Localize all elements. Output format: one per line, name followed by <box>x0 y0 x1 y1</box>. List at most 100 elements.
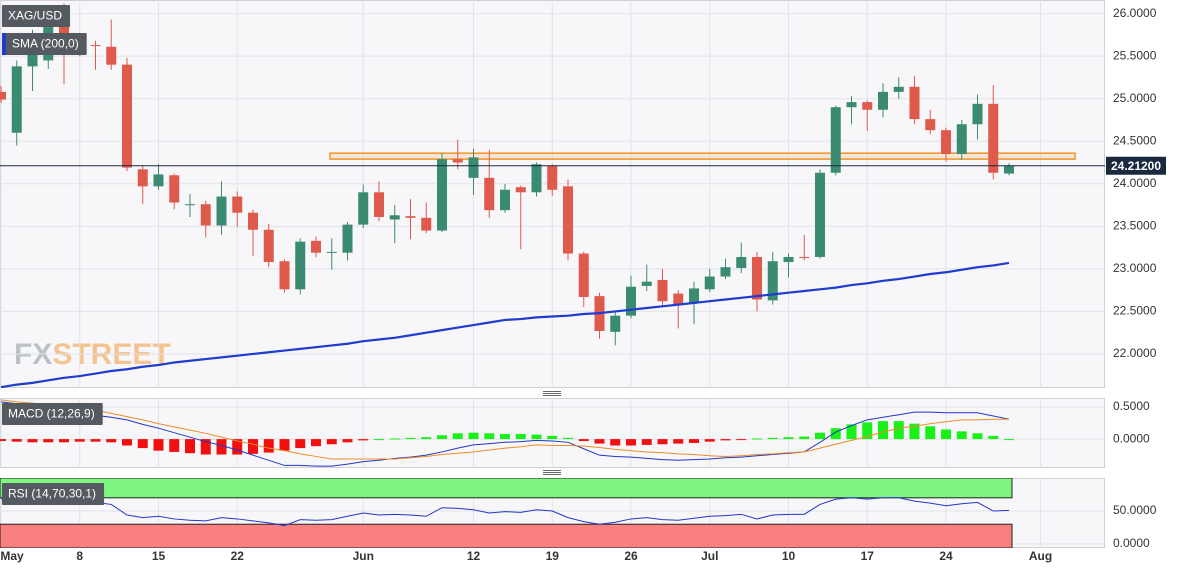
series-line <box>0 401 1010 467</box>
histogram-bar <box>74 439 85 442</box>
y-tick-label: 24.5000 <box>1113 133 1157 147</box>
candle-body <box>484 177 495 211</box>
candle-body <box>90 45 101 47</box>
candle-body <box>342 224 353 253</box>
candle-body <box>925 119 936 131</box>
candle-body <box>941 130 951 155</box>
histogram-bar <box>830 428 841 440</box>
y-tick-label: 23.5000 <box>1113 219 1157 233</box>
x-tick-label: 26 <box>624 549 638 563</box>
histogram-bar <box>941 429 951 440</box>
legend-box <box>2 33 87 55</box>
series-line <box>0 399 1009 460</box>
candle-body <box>783 256 794 263</box>
y-tick-label: 24.0000 <box>1113 176 1157 190</box>
histogram-bar <box>452 433 463 440</box>
histogram-bar <box>736 439 747 441</box>
y-tick-label: 50.0000 <box>1113 503 1157 517</box>
histogram-bar <box>216 439 227 455</box>
histogram-bar <box>11 439 22 442</box>
candle-body <box>0 91 6 100</box>
candle-body <box>216 196 227 226</box>
x-tick-label: 19 <box>546 549 560 563</box>
histogram-bar <box>295 439 306 449</box>
candle-body <box>641 281 652 286</box>
x-tick-label: Aug <box>1029 549 1052 563</box>
y-tick-label: 0.0000 <box>1113 536 1150 550</box>
histogram-bar <box>972 433 983 440</box>
x-tick-label: 8 <box>76 549 83 563</box>
candle-body <box>437 159 447 231</box>
histogram-bar <box>437 435 447 440</box>
x-tick-label: 24 <box>939 549 953 563</box>
candle-body <box>956 124 967 155</box>
histogram-bar <box>988 435 999 440</box>
histogram-bar <box>531 434 542 440</box>
histogram-bar <box>689 439 699 443</box>
candle-body <box>578 253 589 297</box>
candle-body <box>531 164 542 193</box>
histogram-bar <box>326 439 337 445</box>
x-tick-label: 17 <box>861 549 875 563</box>
histogram-bar <box>153 439 164 451</box>
histogram-bar <box>389 438 400 440</box>
candle-body <box>500 189 510 211</box>
candle-body <box>1004 165 1014 174</box>
histogram-bar <box>263 439 274 453</box>
histogram-bar <box>594 439 605 444</box>
x-tick-label: May <box>0 549 24 563</box>
histogram-bar <box>767 437 778 440</box>
histogram-bar <box>909 423 920 440</box>
histogram-bar <box>925 426 936 440</box>
candle-body <box>515 187 526 193</box>
y-tick-label: 25.5000 <box>1113 48 1157 62</box>
histogram-bar <box>185 439 195 454</box>
histogram-bar <box>626 439 636 446</box>
histogram-bar <box>704 439 715 442</box>
candle-body <box>468 157 479 178</box>
candle-body <box>279 261 290 290</box>
histogram-bar <box>421 437 432 440</box>
candle-body <box>704 276 715 290</box>
histogram-bar <box>405 437 416 440</box>
candle-body <box>169 175 180 203</box>
x-tick-label: 22 <box>231 549 245 563</box>
candle-body <box>11 66 22 133</box>
candle-body <box>374 192 384 217</box>
histogram-bar <box>374 439 384 441</box>
candle-body <box>752 256 762 300</box>
legend-label: XAG/USD <box>8 9 62 23</box>
candle-body <box>452 159 463 163</box>
histogram-bar <box>1004 439 1014 441</box>
histogram-bar <box>200 439 211 455</box>
legend-box <box>2 5 71 27</box>
candle-body <box>909 86 920 120</box>
panel-handle[interactable] <box>543 391 561 396</box>
histogram-bar <box>720 439 731 441</box>
candle-body <box>547 165 558 190</box>
histogram-bar <box>799 436 810 440</box>
candle-body <box>263 229 274 263</box>
price-plot: FXSTREET <box>0 0 1105 388</box>
x-tick-label: Jun <box>353 549 374 563</box>
histogram-bar <box>484 433 495 440</box>
histogram-bar <box>500 433 510 440</box>
last-price-box <box>1106 156 1166 175</box>
candle-body <box>830 107 841 173</box>
y-tick-label: 26.0000 <box>1113 6 1157 20</box>
histogram-bar <box>657 439 668 445</box>
histogram-bar <box>956 431 967 440</box>
candle-body <box>846 102 857 108</box>
histogram-bar <box>578 439 589 442</box>
last-price-label: 24.21200 <box>1111 159 1161 173</box>
y-tick-label: 23.0000 <box>1113 261 1157 275</box>
x-tick-label: Jul <box>701 549 718 563</box>
legend-label: SMA (200,0) <box>12 37 79 51</box>
candle-body <box>878 91 888 110</box>
candle-body <box>137 169 148 187</box>
panel-handle[interactable] <box>543 470 561 475</box>
rsi-zone <box>0 523 1013 548</box>
histogram-bar <box>641 439 652 445</box>
rsi-zone <box>0 478 1013 499</box>
